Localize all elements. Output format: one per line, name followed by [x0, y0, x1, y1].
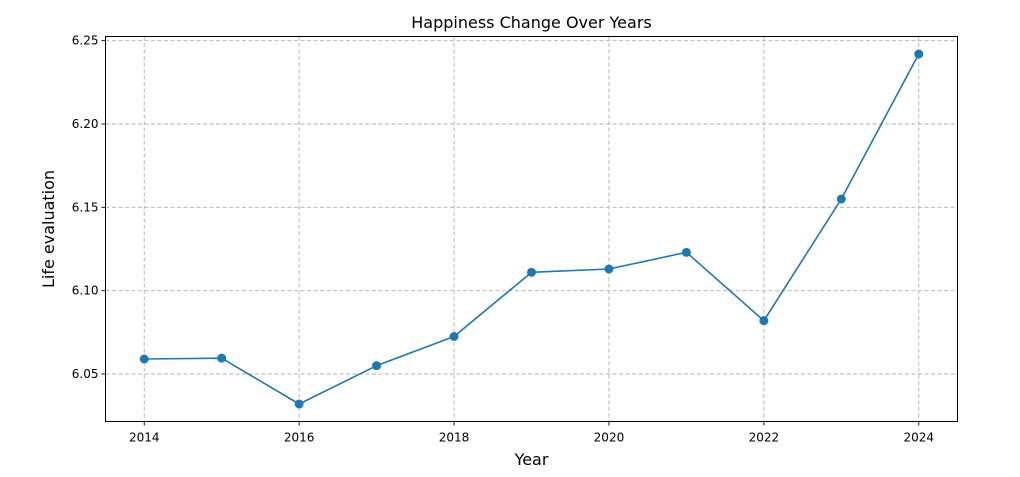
- data-point: [372, 361, 382, 371]
- y-tick-label: 6.20: [72, 117, 99, 131]
- chart-title: Happiness Change Over Years: [411, 13, 651, 32]
- data-point: [914, 49, 924, 59]
- data-point: [217, 353, 227, 363]
- grid: [105, 36, 958, 422]
- data-point: [681, 247, 691, 257]
- y-tick-label: 6.05: [72, 367, 99, 381]
- x-tick-label: 2022: [749, 431, 780, 445]
- x-tick-label: 2014: [129, 431, 160, 445]
- x-tick-label: 2020: [594, 431, 625, 445]
- y-axis-label: Life evaluation: [39, 170, 58, 288]
- data-line-layer: [144, 53, 920, 405]
- data-point: [294, 399, 304, 409]
- y-tick-label: 6.25: [72, 34, 99, 48]
- data-markers: [139, 49, 924, 409]
- x-tick-label: 2018: [439, 431, 470, 445]
- series-line: [144, 53, 920, 405]
- y-tick-label: 6.15: [72, 200, 99, 214]
- data-point: [836, 194, 846, 204]
- data-point: [527, 267, 536, 277]
- y-tick-label: 6.10: [72, 284, 99, 298]
- data-point: [604, 264, 614, 274]
- data-point: [759, 316, 769, 326]
- x-axis-label: Year: [514, 450, 549, 469]
- plot-frame: [105, 36, 958, 422]
- data-point: [449, 332, 459, 341]
- y-axis-ticks: 6.05 6.10 6.15 6.20 6.25: [72, 34, 106, 381]
- data-point: [139, 354, 149, 364]
- x-tick-label: 2024: [903, 431, 934, 445]
- x-tick-label: 2016: [284, 431, 315, 445]
- x-axis-ticks: 2014 2016 2018 2020 2022 2024: [129, 421, 934, 445]
